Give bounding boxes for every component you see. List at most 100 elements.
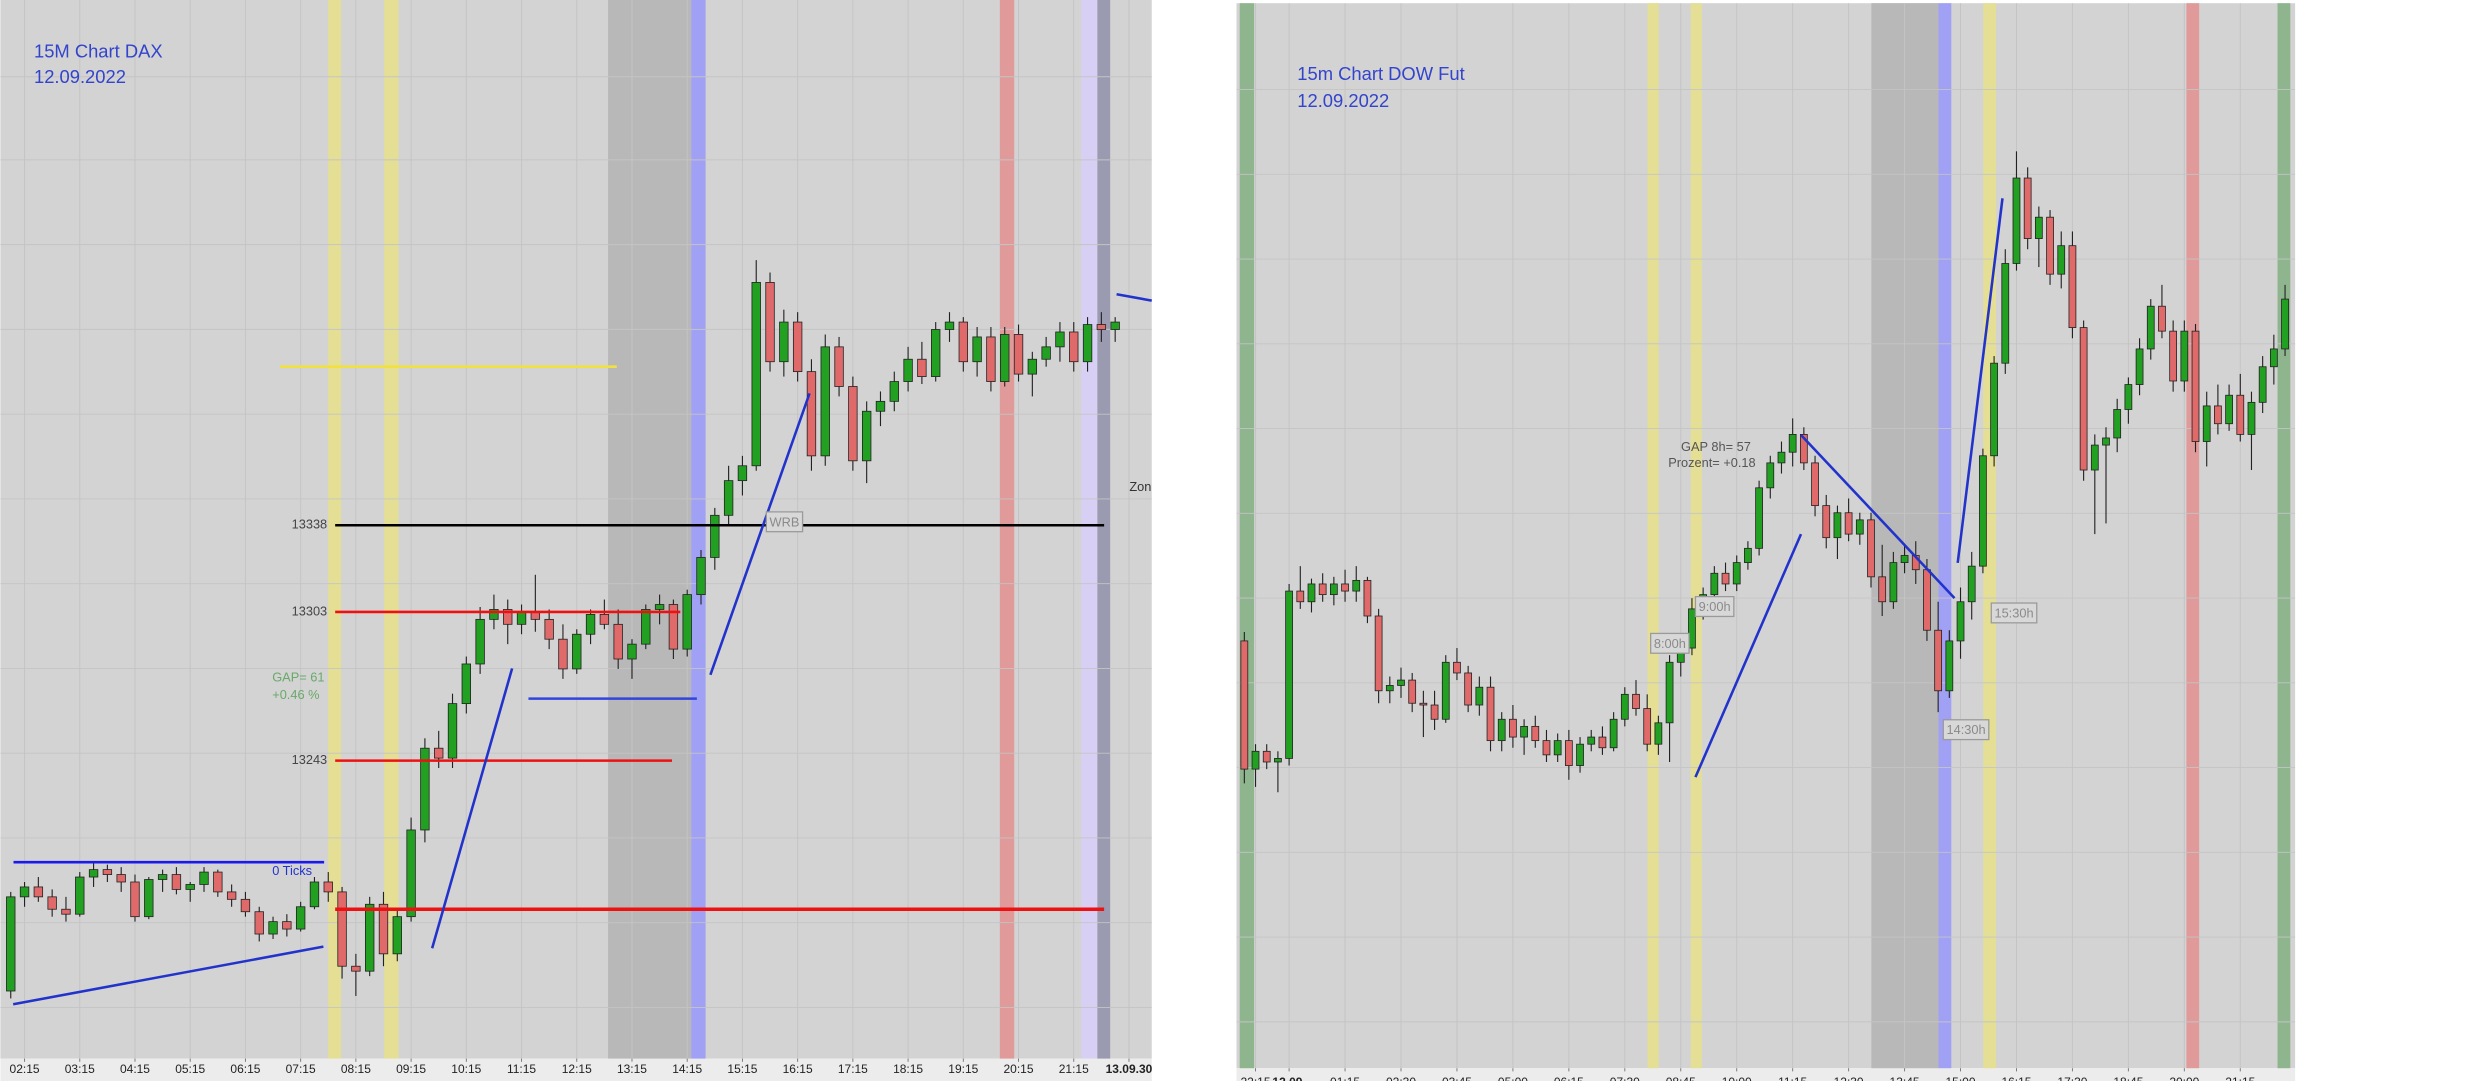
candle-body [1419,702,1428,706]
annotation: Zon [1129,479,1151,494]
candle-body [1464,672,1473,706]
x-tick-label: 11:15 [507,1062,536,1076]
candle-body [2001,263,2010,364]
x-tick-label: 12:30 [1834,1075,1864,1081]
x-tick-label: 12:15 [562,1062,592,1076]
candle-body [116,874,126,883]
trend-line [1800,434,1956,599]
session-band [1239,3,1255,1069]
candle-body [199,871,209,885]
candle-body [696,557,706,595]
candle-body [1096,324,1107,330]
candle-body [1822,505,1831,539]
candle-body [958,321,968,363]
x-tick-label: 13:45 [1890,1075,1920,1081]
x-tick-label: 21:15 [2225,1075,2255,1081]
candle-body [1945,640,1954,692]
candle-body [1453,661,1461,674]
x-tick-label: 07:30 [1610,1075,1640,1081]
annotation-box [1942,719,1990,741]
chart-subtitle: 12.09.2022 [1297,90,1389,111]
candle-body [295,906,306,930]
session-band [691,0,706,1059]
candle-body [309,881,320,908]
candle-body [434,747,444,759]
candle-body [2269,348,2278,368]
x-tick-label: 18:45 [2113,1075,2143,1081]
candle-body [392,916,402,955]
trend-line [12,945,324,1006]
candle-body [2180,330,2189,382]
candle-body [1956,601,1965,642]
candle-body [102,869,113,875]
labels: 15M Chart DAX 12.09.2022 15m Chart DOW F… [10,41,2256,1081]
candle-body [1587,736,1596,745]
x-tick-label: 11:15 [1778,1075,1807,1081]
candle-body [682,594,692,650]
candle-body [268,921,278,935]
x-tick-label: 04:15 [120,1062,150,1076]
candle-body [1110,321,1120,330]
candle-body [1262,750,1271,763]
session-band [2277,3,2291,1069]
x-tick-label: 17:15 [838,1062,868,1076]
candle-body [1755,487,1763,549]
candle-body [2225,394,2233,425]
session-band [2186,3,2200,1069]
candle-body [627,643,637,660]
annotation: 9:00h [1699,599,1731,614]
candle-body [489,609,499,620]
candle-body [1475,686,1484,706]
candle-body [1844,512,1853,535]
chart-subtitle: 12.09.2022 [34,66,126,87]
candle-body [365,903,375,972]
candle-body [516,611,527,625]
candle-body [503,609,513,625]
candle-body [889,381,899,402]
candle-body [1542,740,1551,756]
annotation: +0.46 % [272,687,319,702]
candle-body [2124,384,2133,410]
candle-body [779,321,789,363]
x-tick-label: 18:15 [893,1062,923,1076]
candle-body [1967,565,1976,603]
x-tick-label: 05:00 [1498,1075,1528,1081]
x-tick-label: 08:15 [341,1062,371,1076]
candle-body [475,618,485,665]
candle-body [2135,348,2144,385]
candle-body [641,609,651,645]
candle-body [88,869,99,878]
candle-body [944,321,955,330]
candle-body [1251,750,1260,770]
candle-body [875,400,886,412]
candle-body [765,282,775,363]
candle-body [558,638,568,670]
candle-body [1923,569,1931,631]
candle-body [1041,346,1051,360]
candle-body [378,903,389,955]
x-axis-background [1236,1068,2296,1081]
candle-body [1240,640,1249,770]
candle-body [1889,562,1898,603]
candle-body [1934,629,1943,692]
candle-body [213,871,223,893]
candle-body [33,886,44,898]
annotation: 15:30h [1994,605,2033,620]
candle-body [406,829,416,918]
candle-body [61,908,71,915]
annotation: WRB [770,514,800,529]
candle-body [337,891,347,967]
candle-body [226,891,237,900]
candle-body [282,921,292,930]
candle-body [737,465,748,482]
x-tick-label: 15:15 [727,1062,757,1076]
candle-body [2258,366,2267,403]
candle-body [157,874,168,880]
candle-body [2113,409,2122,439]
candle-body [2023,177,2032,239]
annotation: 14:30h [1947,722,1986,737]
price-level-label: 13338 [292,517,328,532]
session-band [1938,3,1952,1069]
candle-body [723,480,734,516]
